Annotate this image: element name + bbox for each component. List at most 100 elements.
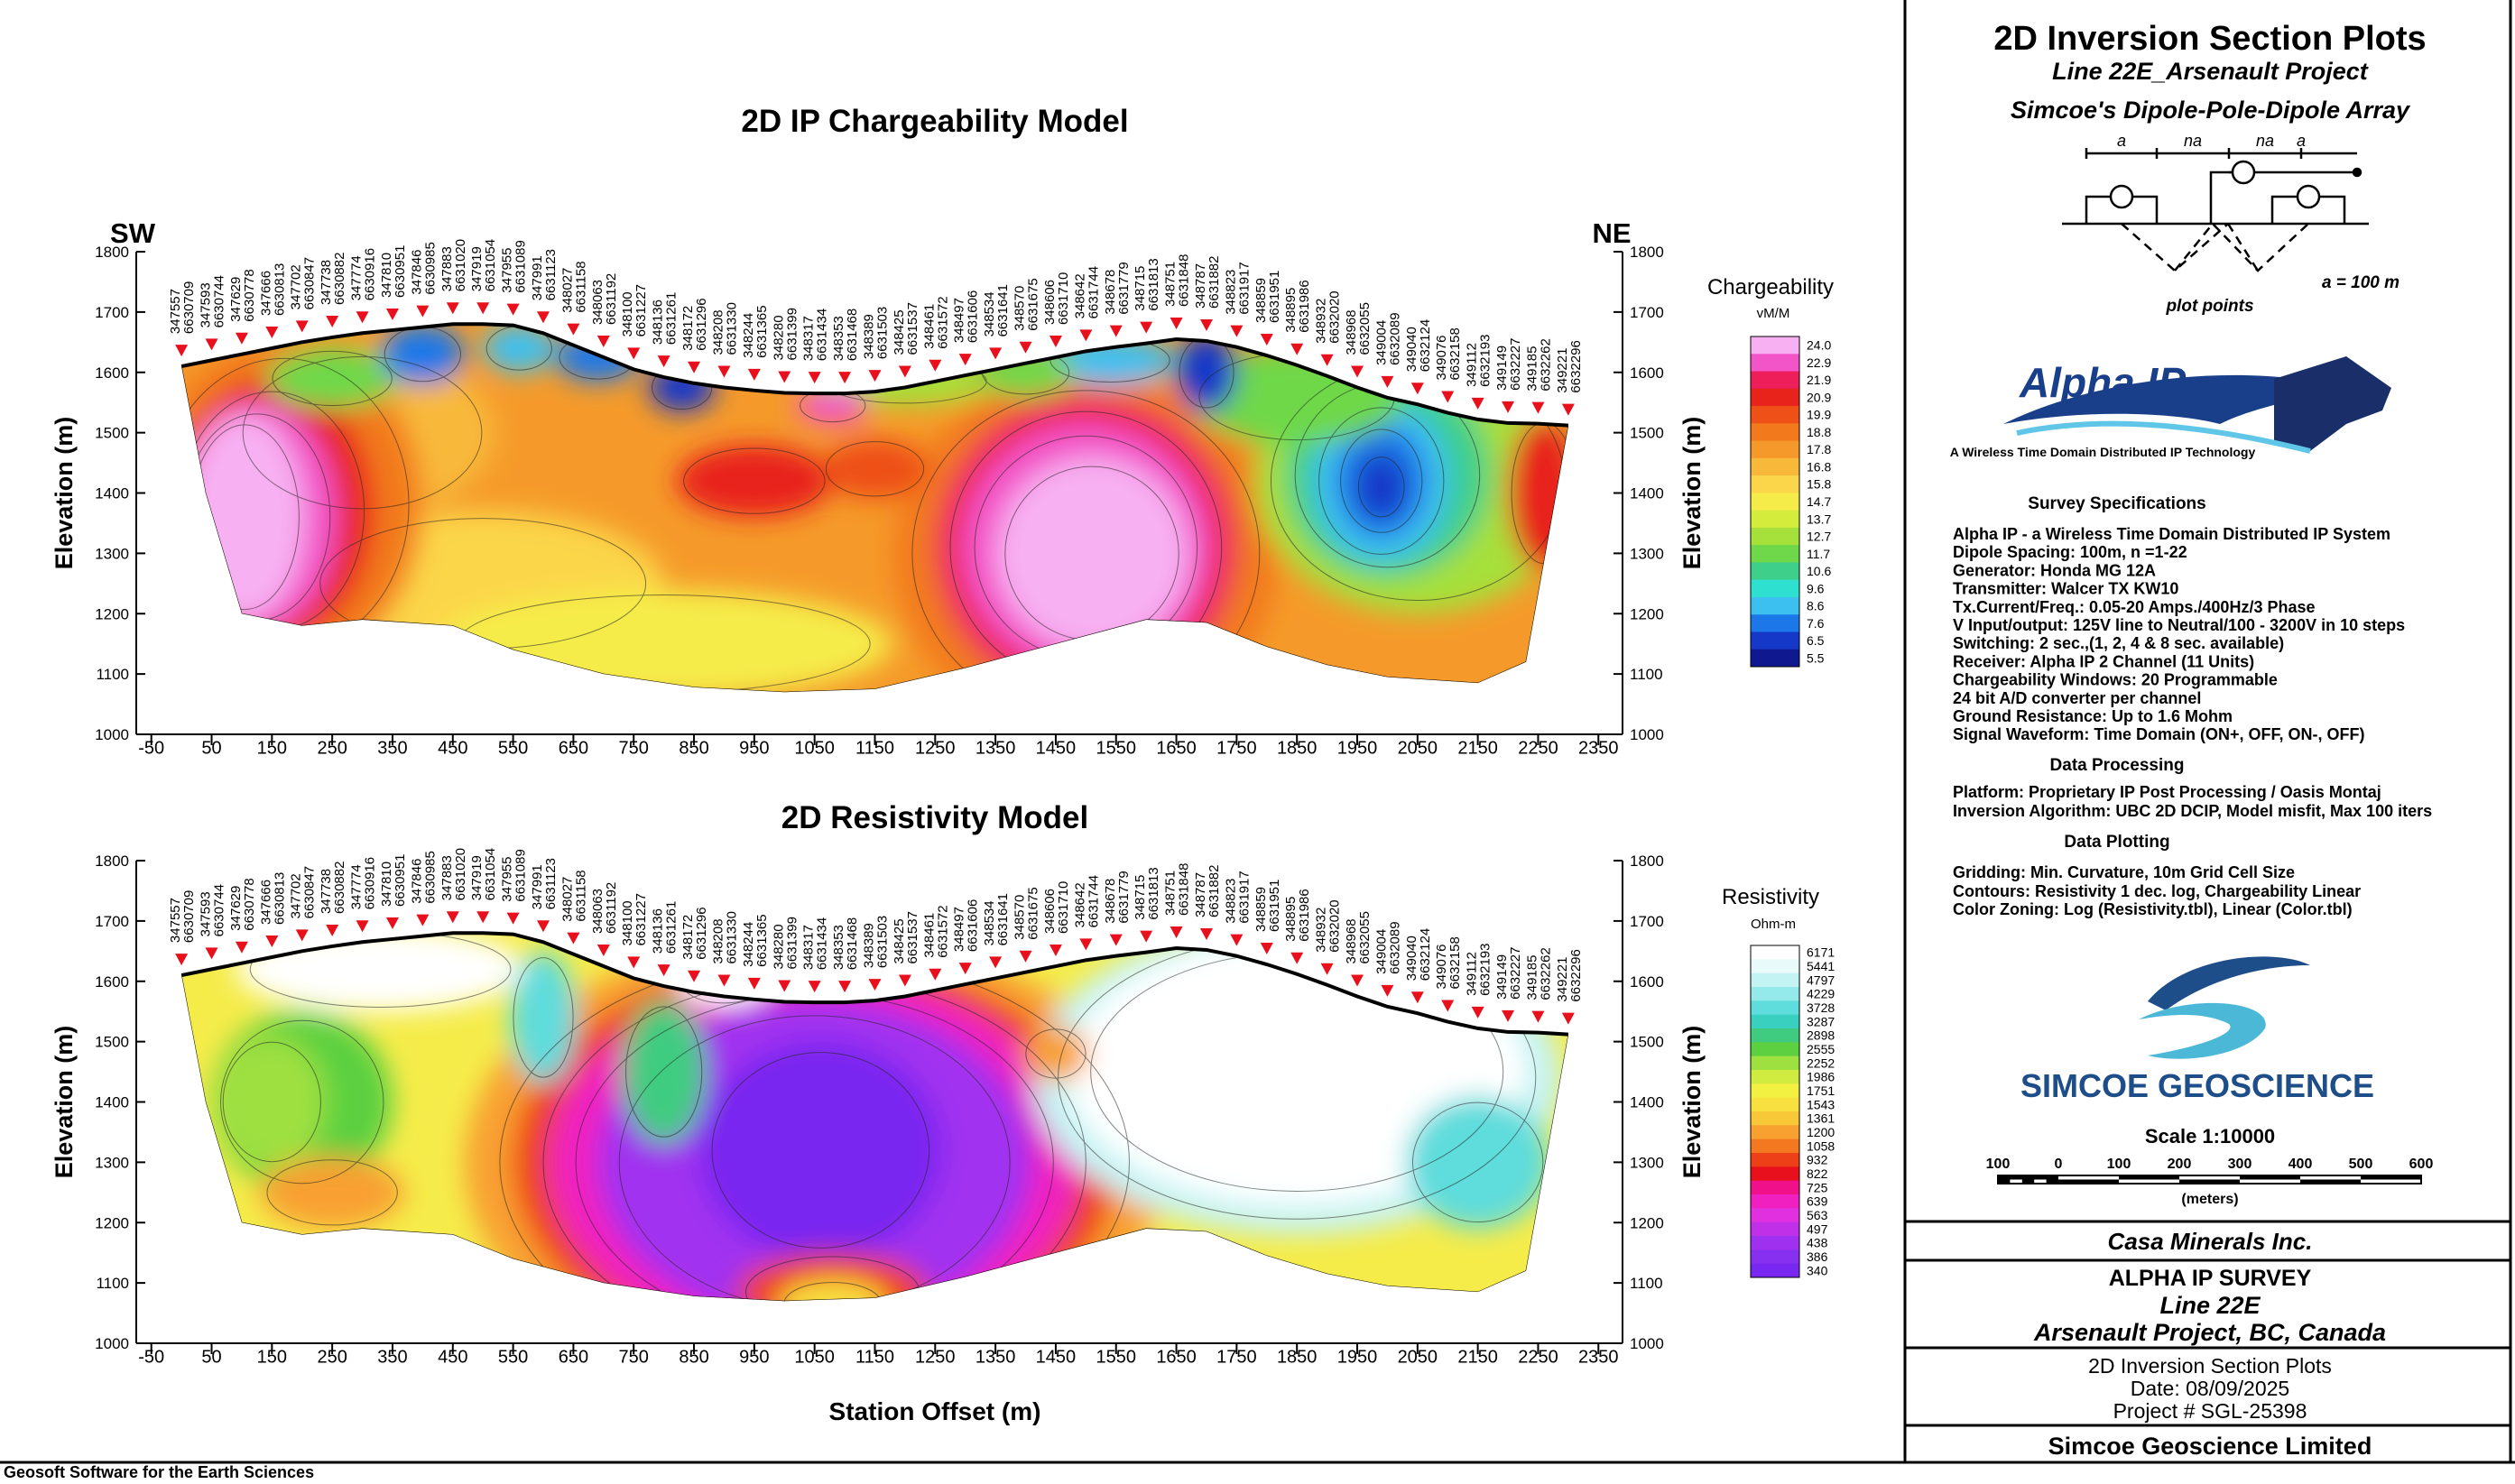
legend-label: 1058: [1807, 1138, 1835, 1153]
station-northing: 6631572: [935, 905, 950, 957]
station-northing: 6630951: [393, 245, 408, 298]
station-easting: 348100: [620, 900, 635, 945]
x-tick-label: -50: [138, 1348, 164, 1368]
x-tick-label: 650: [559, 739, 588, 759]
station-northing: 6630778: [242, 269, 257, 321]
x-tick-label: 1150: [855, 1348, 894, 1368]
station-marker: [1109, 325, 1123, 337]
contour-line: [1357, 456, 1405, 518]
legend-swatch: [1751, 1042, 1799, 1057]
station-easting: 348968: [1344, 918, 1359, 963]
station-northing: 6631123: [543, 249, 559, 300]
station-marker: [567, 932, 580, 945]
x-tick-label: 1450: [1036, 739, 1077, 759]
station-marker: [1199, 927, 1213, 940]
scale-bar-segment: [2034, 1175, 2047, 1180]
y-tick-label: 1500: [95, 425, 129, 442]
legend-label: 2898: [1807, 1028, 1835, 1043]
model-zone: [483, 324, 556, 373]
spec-line: Platform: Proprietary IP Post Processing…: [1953, 783, 2381, 801]
x-tick-label: 750: [619, 739, 649, 759]
station-northing: 6631710: [1056, 881, 1071, 934]
station-marker: [1320, 963, 1334, 975]
x-tick-label: 1850: [1277, 1348, 1318, 1368]
spec-line: V Input/output: 125V line to Neutral/100…: [1953, 616, 2405, 634]
station-marker: [1531, 401, 1545, 414]
scale-bar-segment: [1998, 1175, 2058, 1180]
station-marker: [476, 302, 490, 315]
station-easting: 347955: [500, 857, 515, 902]
station-marker: [989, 347, 1003, 360]
station-easting: 348172: [680, 306, 696, 351]
simcoe-logo: SIMCOE GEOSCIENCE: [2020, 956, 2374, 1104]
station-northing: 6631951: [1267, 271, 1282, 323]
station-northing: 6630985: [422, 242, 438, 294]
contour-line: [249, 933, 512, 1009]
legend-label: 4229: [1807, 987, 1835, 1001]
topography-line: [180, 931, 1568, 1037]
station-marker: [989, 956, 1003, 969]
station-marker: [1381, 375, 1394, 388]
station-easting: 347702: [289, 264, 304, 309]
contour-line: [825, 441, 925, 497]
date: Date: 08/09/2025: [2131, 1377, 2289, 1400]
x-tick-label: 50: [201, 739, 221, 759]
station-marker: [868, 370, 882, 383]
spec-line: Tx.Current/Freq.: 0.05-20 Amps./400Hz/3 …: [1953, 598, 2315, 616]
station-marker: [929, 359, 942, 372]
station-marker: [1351, 365, 1364, 378]
station-easting: 348895: [1283, 288, 1299, 333]
station-marker: [929, 968, 942, 981]
station-northing: 6631261: [664, 901, 680, 954]
x-tick-label: 1650: [1156, 739, 1197, 759]
section-heading: Data Plotting: [2064, 833, 2169, 852]
station-northing: 6630951: [393, 854, 408, 907]
station-northing: 6632020: [1327, 290, 1343, 343]
panel-title: 2D Inversion Section Plots: [1993, 20, 2426, 58]
station-easting: 348606: [1042, 889, 1058, 934]
client: Casa Minerals Inc.: [2108, 1228, 2313, 1255]
x-tick-label: 1150: [855, 739, 894, 759]
legend-swatch: [1751, 1208, 1799, 1223]
station-northing: 6630709: [181, 890, 197, 943]
model-zone: [675, 445, 833, 518]
scale-bar-segment: [2021, 1179, 2035, 1184]
x-tick-label: 1250: [915, 739, 956, 759]
station-marker: [205, 947, 218, 960]
station-marker: [295, 320, 309, 333]
station-easting: 347629: [228, 886, 244, 931]
station-easting: 348859: [1253, 887, 1269, 932]
legend-label: 6171: [1807, 945, 1835, 960]
station-marker: [747, 368, 761, 381]
station-marker: [958, 963, 972, 975]
station-easting: 349040: [1404, 327, 1419, 372]
station-marker: [1199, 318, 1213, 331]
project-number: Project # SGL-25398: [2113, 1399, 2307, 1423]
station-marker: [778, 371, 791, 383]
station-easting: 348968: [1344, 309, 1359, 355]
station-easting: 347991: [530, 864, 545, 909]
scale-text: Scale 1:10000: [2145, 1125, 2275, 1148]
station-easting: 348027: [559, 877, 575, 922]
station-northing: 6630709: [181, 281, 197, 334]
model-zone: [621, 999, 707, 1145]
legend-swatch: [1751, 1138, 1799, 1154]
x-tick-label: 2250: [1518, 1348, 1558, 1368]
station-marker: [326, 315, 339, 327]
section-heading: Data Processing: [2050, 756, 2185, 775]
x-tick-label: 1050: [794, 1348, 835, 1368]
station-marker: [958, 354, 972, 366]
station-easting: 349004: [1373, 929, 1389, 974]
legend-swatch: [1751, 510, 1799, 529]
station-easting: 348317: [801, 925, 817, 970]
contour-line: [1340, 429, 1423, 533]
station-marker: [476, 911, 490, 924]
spec-line: Inversion Algorithm: UBC 2D DCIP, Model …: [1953, 802, 2432, 820]
station-easting: 348280: [771, 924, 786, 969]
legend-label: 639: [1807, 1194, 1828, 1209]
scale-bar: 100 0 100 200 300 400 500 600: [1986, 1157, 2433, 1184]
scale-unit: (meters): [2181, 1192, 2238, 1207]
legend-swatch: [1751, 1236, 1799, 1250]
